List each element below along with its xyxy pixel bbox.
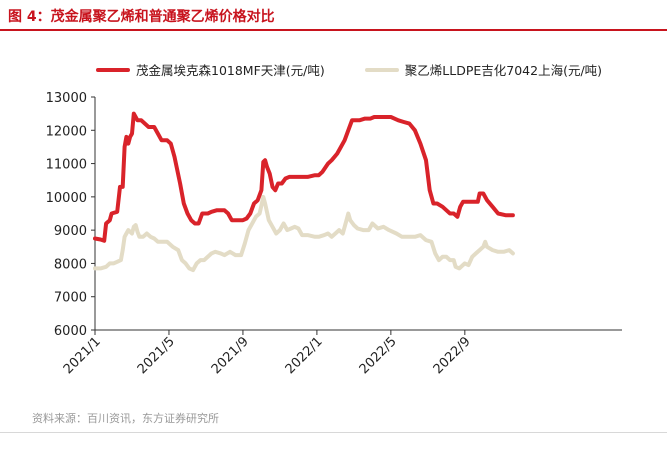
series-line-metallocene-pe bbox=[93, 111, 515, 243]
x-tick-label: 2021/1 bbox=[61, 334, 104, 377]
y-tick-label: 12000 bbox=[46, 124, 87, 139]
title-divider bbox=[0, 29, 667, 31]
x-axis: 2021/1 2021/5 2021/9 2022/1 2022/5 2022/9 bbox=[61, 329, 622, 377]
chart-legend: 茂金属埃克森1018MF天津(元/吨) 聚乙烯LLDPE吉化7042上海(元/吨… bbox=[96, 60, 602, 79]
legend-label-series-2: 聚乙烯LLDPE吉化7042上海(元/吨) bbox=[404, 63, 603, 78]
legend-item-series-2: 聚乙烯LLDPE吉化7042上海(元/吨) bbox=[364, 60, 603, 79]
x-tick-label: 2022/5 bbox=[357, 334, 400, 377]
x-tick-label: 2021/5 bbox=[135, 334, 178, 377]
legend-item-series-1: 茂金属埃克森1018MF天津(元/吨) bbox=[96, 60, 325, 79]
y-tick-label: 10000 bbox=[46, 191, 87, 206]
source-note: 资料来源：百川资讯，东方证券研究所 bbox=[32, 412, 219, 425]
y-tick-label: 6000 bbox=[54, 324, 87, 339]
x-tick-label: 2022/9 bbox=[431, 334, 474, 377]
y-tick-label: 13000 bbox=[46, 91, 87, 106]
series-line-lldpe bbox=[93, 194, 515, 273]
series-layer bbox=[93, 111, 515, 273]
legend-swatch-series-2 bbox=[364, 67, 399, 72]
y-tick-label: 9000 bbox=[54, 224, 87, 239]
y-tick-label: 8000 bbox=[54, 257, 87, 272]
footer-divider bbox=[0, 432, 667, 433]
chart-title: 图 4：茂金属聚乙烯和普通聚乙烯价格对比 bbox=[8, 9, 275, 25]
legend-label-series-1: 茂金属埃克森1018MF天津(元/吨) bbox=[136, 63, 325, 78]
x-tick-label: 2021/9 bbox=[209, 334, 252, 377]
y-tick-label: 11000 bbox=[46, 158, 87, 173]
y-axis: 6000 7000 8000 9000 10000 11000 12000 13000 bbox=[46, 91, 96, 339]
x-tick-label: 2022/1 bbox=[283, 334, 326, 377]
legend-swatch-series-1 bbox=[96, 67, 130, 72]
y-tick-label: 7000 bbox=[54, 291, 87, 306]
